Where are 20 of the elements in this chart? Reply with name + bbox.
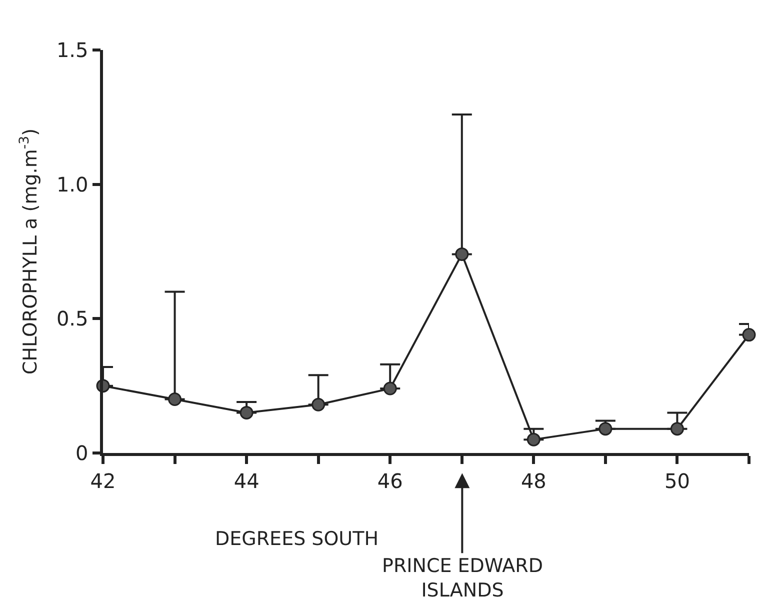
point (670, 422, 684, 436)
x-tick-label: 50 (664, 468, 690, 493)
x-axis-title: DEGREES SOUTH (215, 528, 378, 550)
point (168, 392, 182, 406)
point (742, 328, 756, 342)
y-tick-label: 1.5 (56, 38, 88, 62)
y-tick-label: 0 (76, 441, 88, 465)
x-tick-label: 48 (520, 468, 546, 493)
y-tick-label: 0.5 (56, 306, 88, 331)
x-tick-label: 42 (90, 468, 116, 493)
text: PRINCE EDWARD ISLANDS (382, 555, 543, 602)
point (598, 422, 612, 436)
point (383, 382, 397, 396)
point (526, 432, 540, 446)
x-tick-label: 46 (377, 468, 403, 493)
y-tick-label: 1.0 (56, 172, 88, 196)
point (455, 247, 469, 261)
point (312, 398, 326, 412)
x-tick-label: 44 (234, 468, 260, 493)
point (240, 406, 254, 420)
